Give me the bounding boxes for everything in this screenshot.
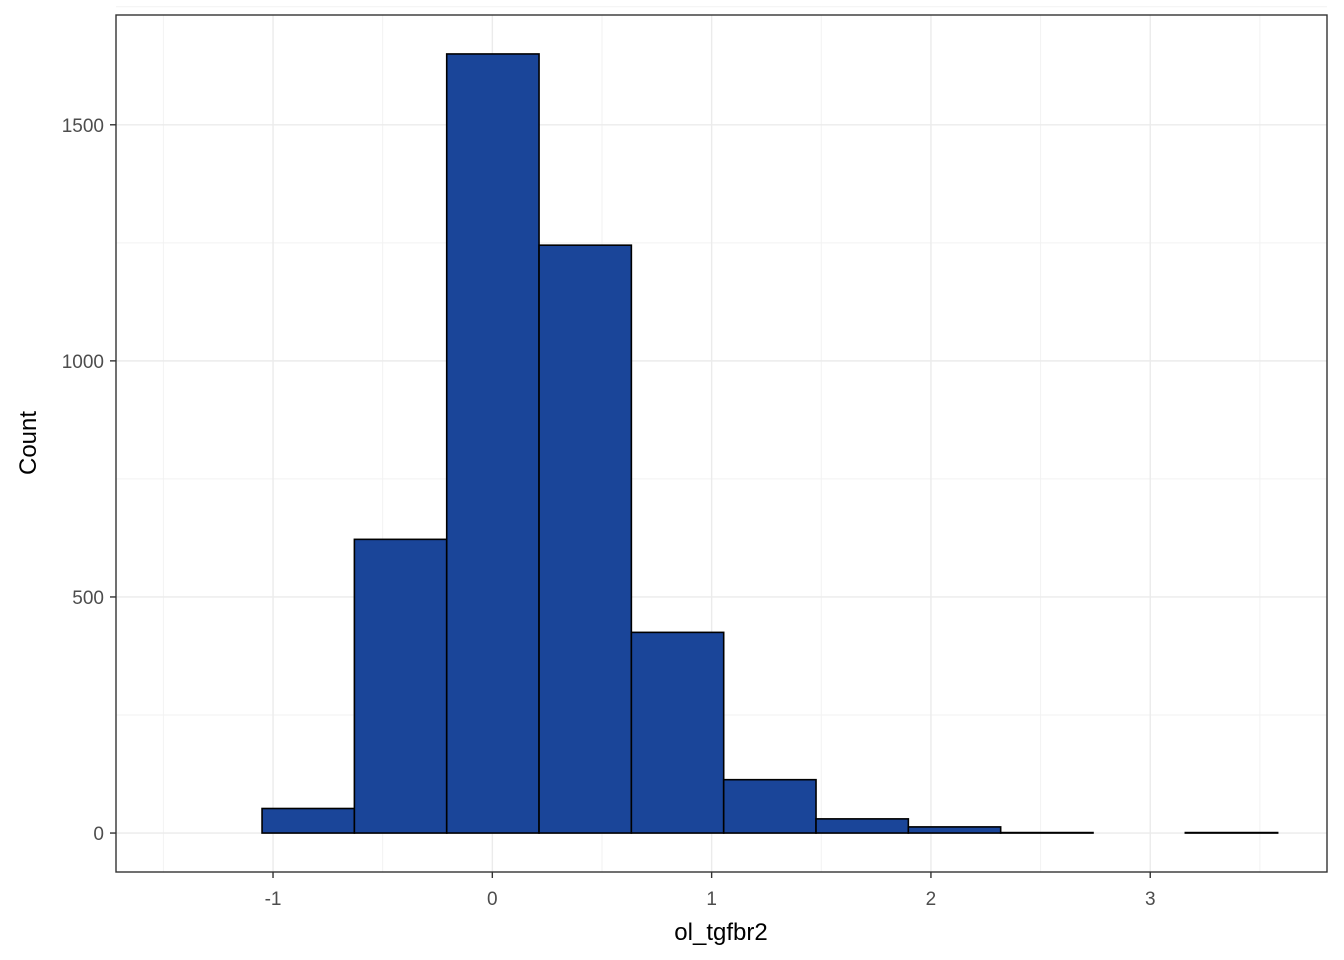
y-axis: 0 500 1000 1500 — [62, 116, 116, 845]
histogram-bar — [907, 826, 1002, 834]
histogram-bar — [353, 538, 448, 834]
panel-border — [115, 14, 1328, 873]
y-tick-label: 1000 — [62, 352, 104, 373]
histogram-bar — [722, 778, 817, 834]
histogram-bar — [538, 244, 633, 834]
histogram-bar — [445, 53, 540, 834]
y-tick-label: 500 — [72, 588, 104, 609]
histogram-bars — [261, 53, 1279, 834]
x-tick-label: 3 — [1145, 889, 1156, 910]
y-tick-label: 0 — [93, 824, 104, 845]
histogram-bar — [630, 631, 725, 834]
x-tick-label: -1 — [265, 889, 282, 910]
y-axis-title: Count — [15, 411, 42, 475]
x-tick-label: 1 — [706, 889, 717, 910]
y-tick-label: 1500 — [62, 116, 104, 137]
x-axis: -1 0 1 2 3 — [265, 872, 1156, 910]
histogram-bar — [815, 818, 910, 834]
x-axis-title: ol_tgfbr2 — [674, 919, 767, 946]
histogram-bar — [261, 807, 356, 834]
x-tick-label: 0 — [487, 889, 498, 910]
x-tick-label: 2 — [926, 889, 937, 910]
